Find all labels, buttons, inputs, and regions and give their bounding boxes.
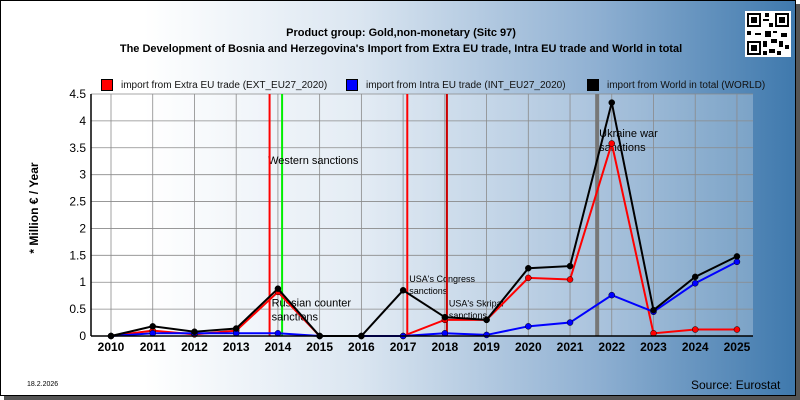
qr-code-icon xyxy=(745,11,791,57)
data-point xyxy=(650,306,657,314)
data-point xyxy=(525,323,532,330)
data-point xyxy=(691,280,699,287)
data-point xyxy=(566,276,574,283)
legend-item-extra-eu: import from Extra EU trade (EXT_EU27_202… xyxy=(101,79,327,91)
data-point xyxy=(608,291,616,299)
x-tick-label: 2017 xyxy=(390,340,417,354)
data-point xyxy=(149,323,156,330)
y-tick-label: 1.5 xyxy=(69,248,86,262)
y-tick-label: 2 xyxy=(79,221,86,235)
plot-area xyxy=(91,94,753,336)
x-tick-label: 2013 xyxy=(223,340,250,354)
data-point xyxy=(608,140,616,147)
data-point xyxy=(733,326,741,333)
x-tick-label: 2012 xyxy=(181,340,208,354)
event-label: USA's Skripal xyxy=(449,298,504,308)
data-point xyxy=(274,285,282,292)
x-tick-label: 2011 xyxy=(140,340,166,354)
data-point xyxy=(733,258,741,266)
chart-title-product-group: Product group: Gold,non-monetary (Sitc 9… xyxy=(286,27,516,39)
data-point xyxy=(191,328,198,335)
legend-item-intra-eu: import from Intra EU trade (INT_EU27_202… xyxy=(346,79,566,91)
data-point xyxy=(691,326,699,333)
legend-swatch-intra-eu xyxy=(346,79,358,91)
y-tick-label: 1 xyxy=(79,275,86,289)
date-stamp: 18.2.2026 xyxy=(27,381,59,388)
data-point xyxy=(483,331,490,339)
x-tick-label: 2025 xyxy=(724,340,751,354)
data-point xyxy=(566,262,574,270)
event-label: Ukraine war xyxy=(599,128,658,140)
x-tick-label: 2018 xyxy=(431,340,458,354)
chart-title: The Development of Bosnia and Herzegovin… xyxy=(119,43,683,55)
y-tick-label: 0 xyxy=(79,329,86,343)
data-point xyxy=(399,287,407,294)
x-tick-label: 2010 xyxy=(98,340,125,354)
data-point xyxy=(483,316,490,324)
x-tick-label: 2020 xyxy=(515,340,542,354)
source-label: Source: Eurostat xyxy=(691,378,781,392)
x-tick-label: 2016 xyxy=(348,340,375,354)
data-point xyxy=(232,325,240,332)
data-point xyxy=(733,253,741,260)
y-tick-label: 4 xyxy=(79,114,86,128)
series-line xyxy=(110,260,738,337)
data-point xyxy=(441,313,449,321)
x-tick-label: 2014 xyxy=(265,340,292,354)
data-point xyxy=(566,319,574,326)
legend-label-extra-eu: import from Extra EU trade (EXT_EU27_202… xyxy=(121,79,328,91)
y-tick-label: 0.5 xyxy=(69,302,86,316)
x-tick-label: 2019 xyxy=(473,340,500,354)
data-point xyxy=(525,264,532,272)
data-point xyxy=(525,274,532,282)
legend-swatch-world xyxy=(587,79,599,91)
data-point xyxy=(691,273,699,281)
legend-item-world: import from World in total (WORLD) xyxy=(587,79,765,91)
x-tick-label: 2023 xyxy=(640,340,667,354)
x-tick-label: 2021 xyxy=(557,340,584,354)
legend-label-world: import from World in total (WORLD) xyxy=(607,79,766,91)
data-point xyxy=(608,99,616,106)
y-tick-label: 3 xyxy=(79,168,86,182)
series-line xyxy=(110,102,738,337)
y-tick-label: 3.5 xyxy=(69,141,86,155)
legend-swatch-extra-eu xyxy=(101,79,113,91)
event-label: Western sanctions xyxy=(268,155,359,167)
legend-label-intra-eu: import from Intra EU trade (INT_EU27_202… xyxy=(366,79,566,91)
y-tick-label: 4.5 xyxy=(69,87,86,101)
event-label: USA's Congress xyxy=(409,274,475,284)
y-tick-label: 2.5 xyxy=(69,195,86,209)
event-label: sanctions xyxy=(449,310,488,320)
x-tick-label: 2015 xyxy=(306,340,333,354)
x-tick-label: 2024 xyxy=(682,340,709,354)
event-label: sanctions xyxy=(409,286,448,296)
event-label: sanctions xyxy=(272,311,319,323)
x-tick-label: 2022 xyxy=(598,340,625,354)
